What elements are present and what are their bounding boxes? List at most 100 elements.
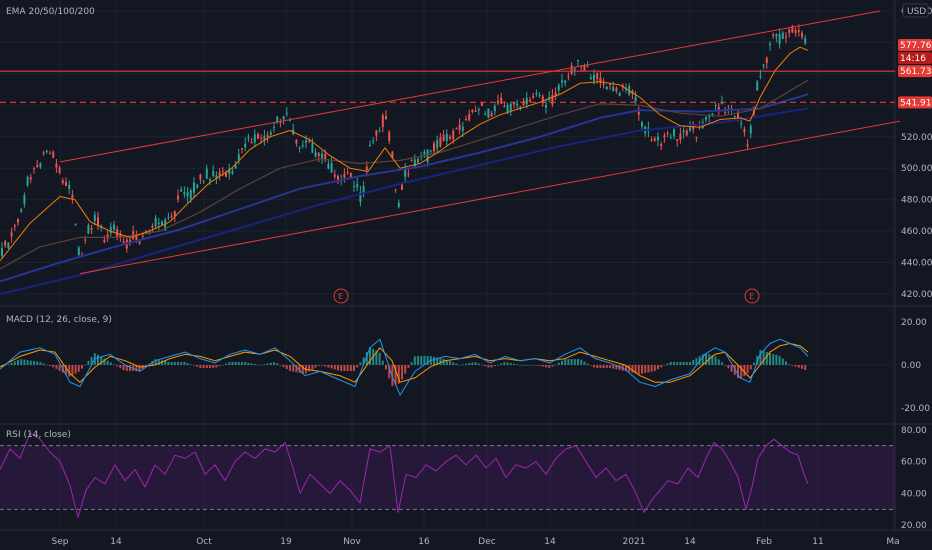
macd-histogram-bar	[273, 362, 275, 365]
macd-histogram-bar	[471, 362, 474, 365]
candle-body	[375, 130, 378, 136]
candle-body	[413, 159, 416, 167]
candle-body	[474, 110, 477, 112]
candle-body	[673, 129, 675, 137]
macd-histogram-bar	[743, 365, 746, 377]
candle-body	[730, 108, 733, 110]
macd-histogram-bar	[554, 364, 557, 366]
macd-histogram-bar	[513, 363, 515, 365]
macd-histogram-bar	[231, 361, 234, 365]
macd-histogram-bar	[535, 365, 538, 366]
macd-histogram-bar	[183, 361, 186, 365]
macd-histogram-bar	[193, 365, 195, 366]
candle-body	[285, 113, 288, 115]
candle-body	[196, 184, 199, 188]
macd-histogram-bar	[337, 365, 339, 371]
candle-body	[676, 139, 679, 141]
candle-body	[298, 147, 301, 149]
macd-histogram-bar	[298, 365, 301, 373]
x-tick-label: Ma	[886, 537, 899, 547]
macd-histogram-bar	[717, 359, 720, 365]
macd-histogram-bar	[205, 365, 208, 369]
macd-histogram-bar	[433, 356, 435, 365]
candle-body	[525, 98, 528, 105]
macd-histogram-bar	[532, 365, 535, 366]
currency-button[interactable]	[902, 3, 929, 18]
candle-body	[161, 221, 163, 225]
macd-histogram-bar	[276, 363, 279, 365]
macd-histogram-bar	[340, 365, 343, 372]
macd-histogram-bar	[295, 365, 298, 373]
countdown-tag: 14:16	[900, 54, 926, 64]
candle-body	[500, 97, 503, 104]
macd-histogram-bar	[522, 365, 525, 366]
rsi-pane[interactable]	[0, 432, 895, 518]
candle-body	[455, 128, 458, 130]
x-tick-label: Oct	[196, 537, 212, 547]
macd-pane[interactable]	[0, 338, 895, 396]
macd-histogram-bar	[474, 362, 477, 365]
candle-body	[426, 149, 429, 162]
earnings-marker[interactable]	[744, 288, 760, 304]
macd-histogram-bar	[260, 364, 263, 366]
macd-histogram-bar	[580, 359, 583, 365]
candle-body	[308, 140, 311, 142]
macd-histogram-bar	[455, 363, 458, 365]
rsi-pane-indicator-label[interactable]: RSI (14, close)	[6, 430, 71, 440]
candle-body	[135, 235, 138, 241]
macd-histogram-bar	[621, 365, 624, 371]
candle-body	[641, 122, 643, 127]
candle-body	[183, 192, 186, 195]
x-tick-label: Nov	[343, 537, 361, 547]
x-tick-label: 14	[544, 537, 556, 547]
candle-body	[225, 173, 227, 177]
ema20-line	[0, 46, 809, 262]
macd-histogram-bar	[525, 365, 528, 366]
candle-body	[45, 150, 48, 152]
candle-body	[461, 126, 464, 131]
candle-body	[583, 65, 586, 72]
channel-upper-line	[59, 10, 881, 163]
macd-histogram-bar	[439, 358, 442, 365]
candle-body	[506, 105, 509, 113]
level-tag-0-bg	[898, 65, 932, 78]
macd-histogram-bar	[263, 364, 266, 365]
candle-body	[801, 32, 803, 38]
candle-body	[618, 92, 621, 97]
macd-histogram-bar	[445, 359, 448, 365]
macd-histogram-bar	[551, 365, 554, 367]
candle-body	[708, 115, 711, 117]
macd-histogram-bar	[356, 365, 359, 368]
macd-histogram-bar	[13, 361, 16, 365]
macd-histogram-bar	[385, 365, 387, 370]
candle-body	[247, 137, 250, 139]
y-tick-label: 0.00	[901, 361, 921, 371]
macd-histogram-bar	[599, 365, 602, 369]
candle-body	[765, 58, 768, 63]
candle-body	[609, 84, 611, 86]
macd-histogram-bar	[493, 365, 496, 367]
candle-body	[141, 235, 144, 237]
candle-body	[445, 133, 448, 142]
macd-pane-indicator-label[interactable]: MACD (12, 26, close, 9)	[6, 315, 112, 325]
price-pane-indicator-label[interactable]: EMA 20/50/100/200	[6, 7, 95, 17]
macd-histogram-bar	[737, 365, 739, 379]
macd-histogram-bar	[583, 361, 586, 365]
macd-histogram-bar	[529, 365, 531, 366]
candle-body	[468, 114, 471, 121]
macd-histogram-bar	[567, 358, 570, 365]
candle-body	[369, 145, 371, 147]
candle-body	[385, 116, 387, 120]
macd-histogram-bar	[84, 364, 87, 366]
earnings-marker[interactable]	[333, 288, 349, 304]
macd-histogram-bar	[673, 361, 675, 365]
candle-body	[234, 164, 237, 169]
macd-histogram-bar	[545, 365, 547, 368]
ema100-line	[0, 93, 809, 283]
macd-histogram-bar	[647, 365, 650, 373]
macd-histogram-bar	[49, 365, 51, 367]
macd-histogram-bar	[804, 365, 807, 370]
last-price-tag-bg	[898, 38, 932, 51]
